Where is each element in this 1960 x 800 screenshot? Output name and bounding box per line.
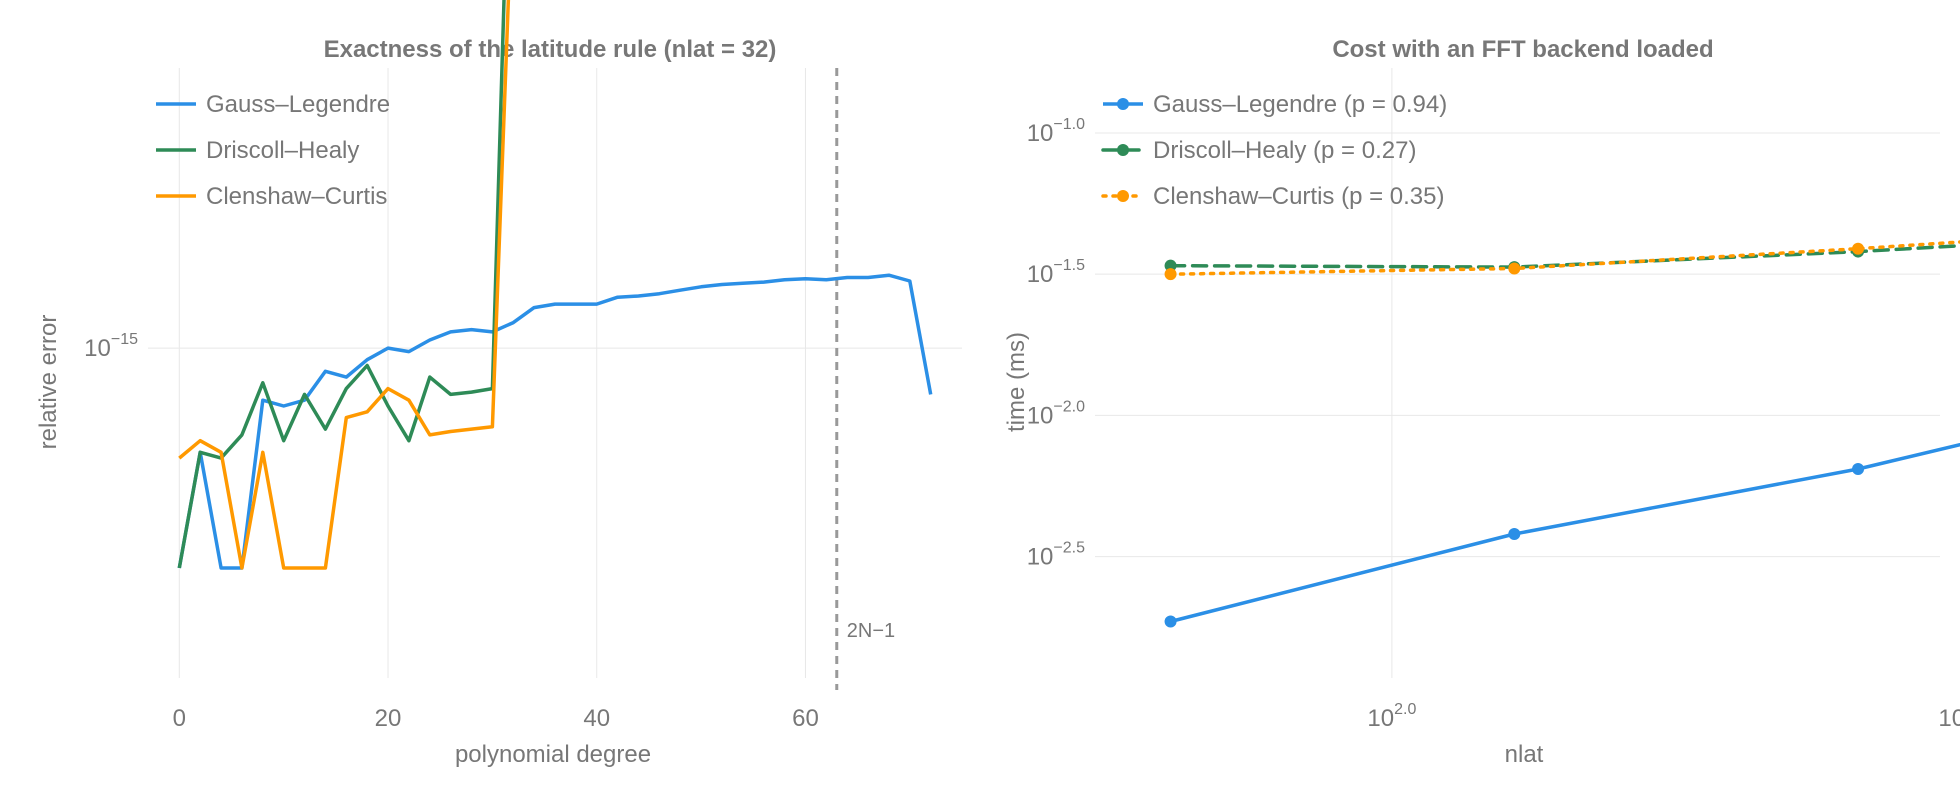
y-tick-label: 10−1.5: [1027, 257, 1085, 288]
chart-title: Cost with an FFT backend loaded: [1332, 36, 1713, 63]
series-gauss-legendre-line: [1170, 442, 1960, 624]
chart-exactness: Exactness of the latitude rule (nlat = 3…: [35, 0, 962, 768]
legend-marker: [1117, 190, 1129, 202]
x-tick-labels: 102.0102.5103.0: [1367, 701, 1960, 732]
series-gauss-legendre-point: [1508, 527, 1521, 540]
series-clenshaw-curtis-point: [1852, 242, 1865, 255]
legend-label: Gauss–Legendre: [206, 91, 390, 118]
legend-label: Clenshaw–Curtis (p = 0.35): [1153, 183, 1444, 210]
legend: Gauss–Legendre Driscoll–Healy Clenshaw–Cur…: [156, 91, 390, 210]
legend-label: Gauss–Legendre (p = 0.94): [1153, 91, 1447, 118]
x-tick-label: 60: [792, 705, 819, 732]
chart-title: Exactness of the latitude rule (nlat = 3…: [324, 36, 777, 63]
chart-cost: Cost with an FFT backend loaded 102.0 102…: [1003, 36, 1960, 768]
legend-marker: [1117, 144, 1129, 156]
legend: Gauss–Legendre (p = 0.94) Driscoll–Healy …: [1101, 91, 1447, 210]
y-axis-label: relative error: [35, 315, 62, 450]
reference-line-group: 2N−1: [835, 68, 895, 690]
x-axis-label: polynomial degree: [455, 741, 651, 768]
y-tick-labels: 10−2.5 10−2.0 10−1.5 10−1.0: [1027, 116, 1085, 571]
reference-line-label: 2N−1: [847, 620, 895, 642]
legend-marker: [1117, 98, 1129, 110]
plot-area: [177, 0, 933, 570]
series-gauss-legendre-line: [177, 273, 933, 570]
y-tick-label: 10−2.0: [1027, 398, 1085, 429]
series-driscoll-healy-line: [177, 0, 506, 569]
plot-area: [1164, 240, 1960, 628]
series-driscoll-healy-point: [1164, 259, 1177, 272]
legend-label: Driscoll–Healy: [206, 137, 359, 164]
series-clenshaw-curtis-line: [178, 0, 511, 570]
series-clenshaw-curtis-point: [1508, 262, 1521, 275]
y-tick-label: 10−2.5: [1027, 540, 1085, 571]
legend-label: Clenshaw–Curtis: [206, 183, 387, 210]
x-tick-label: 102.0: [1367, 701, 1416, 732]
series-gauss-legendre-point: [1852, 463, 1865, 476]
x-tick-label: 20: [375, 705, 402, 732]
series-clenshaw-curtis-point: [1164, 268, 1177, 281]
y-tick-label: 10−1.0: [1027, 116, 1085, 147]
series-gauss-legendre-point: [1164, 615, 1177, 628]
x-tick-label: 0: [173, 705, 186, 732]
x-axis-label: nlat: [1505, 741, 1544, 768]
y-axis-label: time (ms): [1003, 332, 1030, 432]
series-driscoll-healy-line: [1168, 243, 1960, 269]
legend-label: Driscoll–Healy (p = 0.27): [1153, 137, 1416, 164]
grid: [148, 68, 962, 678]
y-tick-label: 10−15: [84, 331, 138, 362]
x-tick-labels: 0 20 40 60: [173, 705, 819, 732]
x-tick-label: 102.5: [1938, 701, 1960, 732]
grid: [1095, 68, 1940, 678]
x-tick-label: 40: [583, 705, 610, 732]
